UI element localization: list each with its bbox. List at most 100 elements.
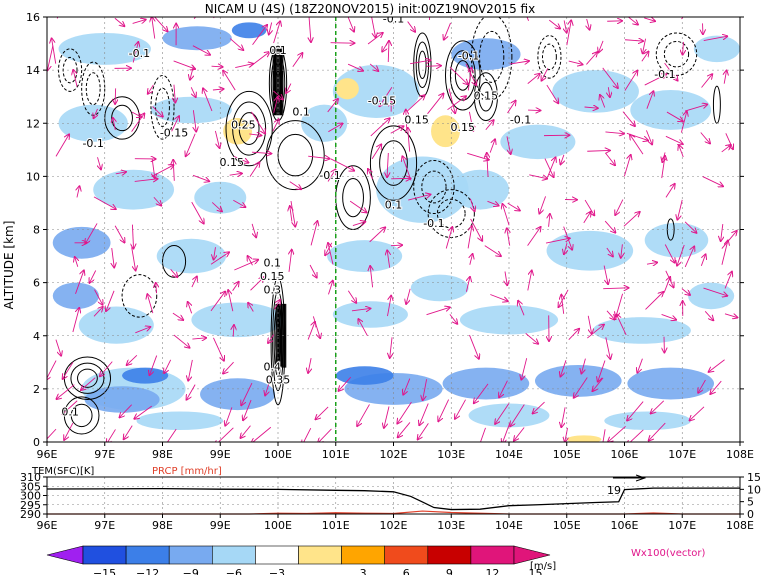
tem-line [46,487,740,511]
colorbar-tick-label: 15 [529,567,543,575]
contour-label: 0.15 [220,156,245,169]
y-axis-label: ALTITUDE [km] [2,221,16,310]
timeseries-panel [46,474,741,515]
colorbar-tick-label: −3 [269,567,285,575]
chart-title: NICAM U (4S) (18Z20NOV2015) init:00Z19NO… [205,2,535,16]
y-tick-label: 8 [33,224,40,237]
x-tick-label: 105E [553,448,581,461]
prcp-axis-label: PRCP [mm/hr] [152,466,222,477]
y-tick-label: 4 [33,330,40,343]
prcp-line [47,510,740,515]
colorbar: −15 −12 −9 −6 −3 3 6 9 12 15 [46,545,551,575]
colorbar-segment [470,545,515,565]
colorbar-tick-label: 6 [403,567,410,575]
colorbar-tick-label: −9 [183,567,199,575]
prcp-tick-label: 10 [747,483,761,496]
contour-label: -0.1 [510,113,531,126]
tem-tick-label: 305 [20,480,41,493]
contour-label: -0.1 [458,50,479,63]
timeseries-lines [46,474,740,515]
y-tick-label: 10 [26,170,40,183]
y-tick-label: 14 [26,64,40,77]
contour-label: -0.1 [654,68,675,81]
x-tick-label: 108E [726,448,754,461]
wind-shading [52,22,740,442]
tem-tick-label: 300 [20,490,41,503]
y-tick-label: 0 [33,436,40,449]
y-tick-label: 6 [33,277,40,290]
wind-vectors [47,17,738,442]
contour-label: -0.1 [82,137,103,150]
contour-label: -0.1 [319,169,340,182]
contour-label: 0.15 [474,89,499,102]
x-tick-label: 106E [611,448,639,461]
contour-label: 0.1 [263,257,281,270]
contour-label: 0.1 [385,198,403,211]
tem-tick-label: 290 [20,508,41,521]
contour-labels: -0.1 -0.1 -0.15 0.15 0.25 0.1 0.1 -0.1 -0.15 -0.1… [60,12,676,419]
x-tick-label: 99E [210,448,231,461]
colorbar-tick-label: −6 [226,567,242,575]
x-tick-label: 101E [322,448,350,461]
contour-label: -0.15 [160,127,188,140]
colorbar-unit: [m/s] [530,561,556,572]
ts-x-tick-label: 106E [611,519,639,532]
tem-axis-label: TEM(SFC)[K] [31,466,94,477]
x-tick-label: 102E [380,448,408,461]
tem-tick-label: 295 [20,499,41,512]
ts-x-tick-label: 100E [264,519,292,532]
colorbar-segment [341,545,386,565]
contour-label: 0.15 [260,270,285,283]
contour-label: 0.15 [404,113,429,126]
ts-x-tick-label: 102E [380,519,408,532]
ts-x-tick-label: 96E [37,519,58,532]
contour-label: -0.15 [368,95,396,108]
contour-label: -0.1 [129,47,150,60]
colorbar-segment [384,545,429,565]
y-tick-label: 12 [26,117,40,130]
colorbar-segment [255,545,299,565]
main-y-axis: 0 2 4 6 8 10 12 14 16 [26,11,744,449]
w-contours [58,17,721,435]
contour-label: 0.4 [263,360,281,373]
contour-label: 0.1 [61,405,79,418]
x-tick-label: 103E [437,448,465,461]
colorbar-segment [46,545,84,565]
main-plot-area: -0.1 -0.1 -0.15 0.15 0.25 0.1 0.1 -0.1 -0.15 -0.1… [47,12,740,442]
grid-lines [47,17,740,442]
ts-x-tick-label: 107E [668,519,696,532]
colorbar-segment [427,545,472,565]
colorbar-segment [298,545,342,565]
timeseries-grid [47,477,740,514]
prcp-tick-label: 5 [747,496,754,509]
x-tick-label: 107E [668,448,696,461]
colorbar-tick-label: −15 [93,567,116,575]
ts-x-tick-label: 105E [553,519,581,532]
colorbar-tick-label: −12 [136,567,159,575]
colorbar-tick-label: 3 [360,567,367,575]
contour-label: 0.25 [231,119,256,132]
colorbar-segment [513,545,551,565]
prcp-tick-label: 15 [747,471,761,484]
x-tick-label: 98E [152,448,173,461]
ts-x-tick-label: 104E [495,519,523,532]
contour-label: 0.35 [266,374,291,387]
timeseries-arrow [612,474,647,482]
contour-label: -0.1 [383,12,404,25]
x-tick-label: 97E [94,448,115,461]
contour-label: 0.1 [269,44,287,57]
contour-label: 0.15 [451,121,476,134]
colorbar-tick-label: 9 [446,567,453,575]
ts-x-tick-label: 99E [210,519,231,532]
colorbar-segment [125,545,170,565]
y-tick-label: 16 [26,11,40,24]
ts-x-tick-label: 101E [322,519,350,532]
ts-x-tick-label: 98E [152,519,173,532]
vector-scale-label: Wx100(vector) [631,548,706,559]
colorbar-segment [212,545,256,565]
colorbar-segment [82,545,127,565]
contour-label: -0.1 [423,217,444,230]
tem-tick-label: 310 [20,471,41,484]
